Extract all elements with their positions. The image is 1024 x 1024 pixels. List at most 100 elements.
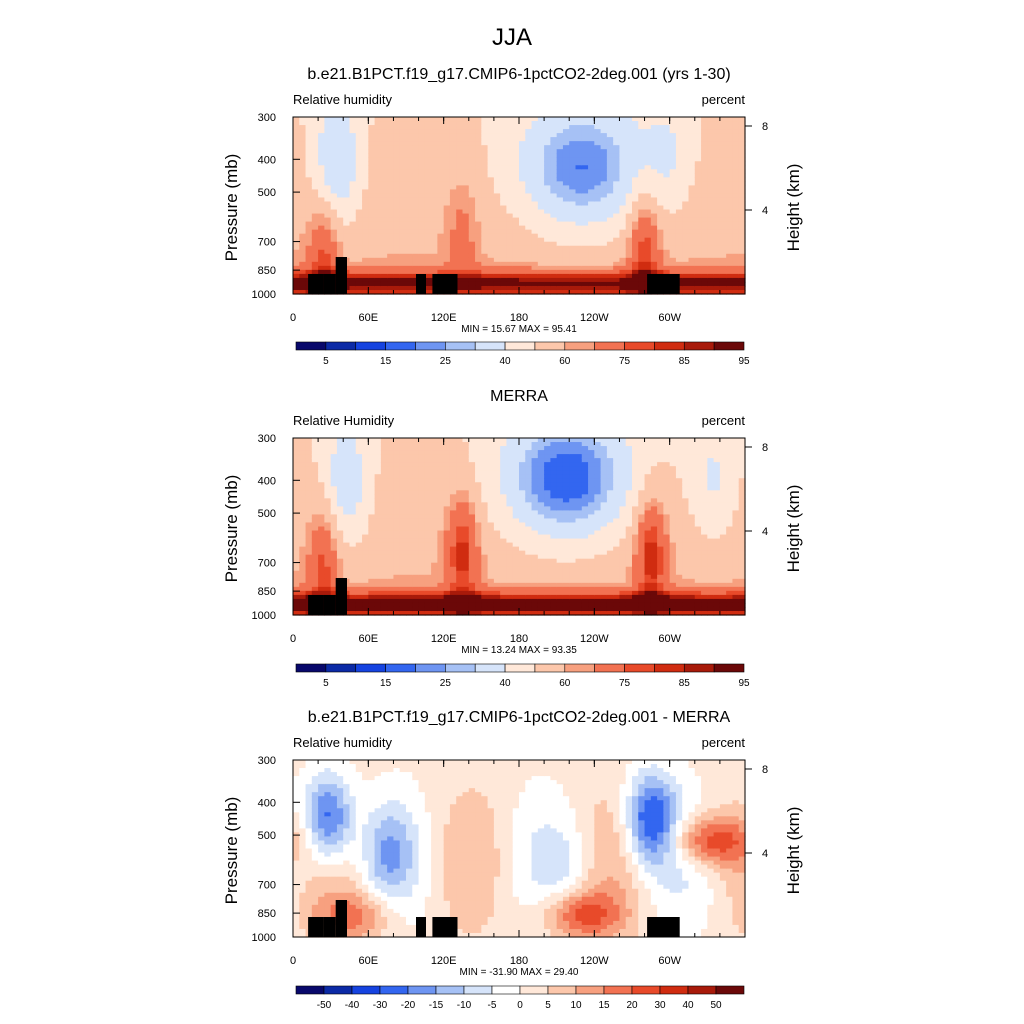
colorbar-swatch bbox=[355, 341, 386, 351]
y-axis-title: Pressure (mb) bbox=[222, 154, 241, 262]
colorbar-swatch bbox=[564, 341, 595, 351]
colorbar-swatch bbox=[547, 985, 577, 995]
y-tick-label: 1000 bbox=[252, 289, 276, 301]
x-tick-label: 180 bbox=[510, 633, 528, 645]
colorbar-swatch bbox=[407, 985, 437, 995]
colorbar-swatch bbox=[355, 663, 386, 673]
x-tick-label: 60E bbox=[359, 955, 379, 967]
chart-panel-2: MERRA Relative Humidity percent 0 60E 120E 180… bbox=[222, 388, 803, 689]
y-tick-label: 300 bbox=[258, 112, 276, 124]
x-tick-label: 120W bbox=[580, 312, 609, 324]
panel-right-label: percent bbox=[702, 413, 746, 428]
y-right-tick-label: 8 bbox=[762, 764, 768, 776]
y-tick-label: 1000 bbox=[252, 932, 276, 944]
x-tick-label: 120E bbox=[431, 955, 457, 967]
x-tick-label: 120W bbox=[580, 955, 609, 967]
colorbar-swatch bbox=[474, 341, 506, 351]
colorbar-swatch bbox=[659, 985, 689, 995]
colorbar-swatch bbox=[603, 985, 633, 995]
y-right-tick-label: 4 bbox=[762, 205, 768, 217]
colorbar-label: -40 bbox=[345, 1000, 360, 1011]
colorbar-swatch bbox=[564, 663, 595, 673]
colorbar-label: 40 bbox=[500, 678, 512, 689]
colorbar-swatch bbox=[713, 341, 745, 351]
x-tick-label: 0 bbox=[290, 955, 296, 967]
y-tick-label: 300 bbox=[258, 755, 276, 767]
colorbar-swatch bbox=[519, 985, 549, 995]
min-max-stats: MIN = 15.67 MAX = 95.41 bbox=[461, 324, 577, 335]
colorbar-label: 5 bbox=[545, 1000, 551, 1011]
y-right-axis-title: Height (km) bbox=[784, 807, 803, 895]
contour-field bbox=[293, 117, 746, 295]
colorbar-swatch bbox=[624, 341, 655, 351]
colorbar-swatch bbox=[504, 663, 536, 673]
x-tick-label: 60W bbox=[658, 312, 681, 324]
x-tick-label: 120E bbox=[431, 312, 457, 324]
x-tick-label: 180 bbox=[510, 955, 528, 967]
x-tick-label: 0 bbox=[290, 633, 296, 645]
min-max-stats: MIN = -31.90 MAX = 29.40 bbox=[460, 967, 579, 978]
colorbar-swatch bbox=[504, 341, 536, 351]
y-tick-label: 850 bbox=[258, 908, 276, 920]
topography-mask bbox=[308, 578, 347, 615]
y-tick-label: 1000 bbox=[252, 610, 276, 622]
colorbar-label: 25 bbox=[440, 356, 452, 367]
colorbar-swatch bbox=[379, 985, 409, 995]
colorbar-swatch bbox=[534, 663, 566, 673]
colorbar-label: 40 bbox=[682, 1000, 694, 1011]
colorbar-swatch bbox=[295, 985, 325, 995]
colorbar-swatch bbox=[351, 985, 381, 995]
colorbar-swatch bbox=[295, 663, 327, 673]
figure-title: JJA bbox=[492, 24, 532, 51]
colorbar-swatch bbox=[687, 985, 717, 995]
colorbar-swatch bbox=[385, 341, 416, 351]
colorbar-label: 75 bbox=[619, 678, 631, 689]
colorbar: 5 15 25 40 60 75 85 95 bbox=[295, 663, 750, 689]
y-tick-label: 700 bbox=[258, 880, 276, 892]
colorbar-swatch bbox=[575, 985, 605, 995]
x-tick-label: 60E bbox=[359, 633, 379, 645]
y-right-tick-label: 8 bbox=[762, 442, 768, 454]
colorbar-swatch bbox=[295, 341, 327, 351]
panel-left-label: Relative humidity bbox=[293, 735, 392, 750]
colorbar-swatch bbox=[683, 341, 715, 351]
colorbar-label: -50 bbox=[317, 1000, 332, 1011]
colorbar-label: -10 bbox=[457, 1000, 472, 1011]
colorbar-swatch bbox=[445, 663, 476, 673]
colorbar-label: -5 bbox=[488, 1000, 497, 1011]
colorbar-swatch bbox=[435, 985, 465, 995]
y-tick-label: 300 bbox=[258, 433, 276, 445]
colorbar-label: 5 bbox=[323, 356, 329, 367]
topography-mask bbox=[308, 900, 680, 937]
colorbar-label: 95 bbox=[738, 356, 750, 367]
x-tick-label: 120E bbox=[431, 633, 457, 645]
y-tick-label: 500 bbox=[258, 830, 276, 842]
panel-left-label: Relative Humidity bbox=[293, 413, 395, 428]
x-tick-label: 60W bbox=[658, 633, 681, 645]
y-right-tick-label: 8 bbox=[762, 121, 768, 133]
colorbar-label: 85 bbox=[679, 678, 691, 689]
colorbar-swatch bbox=[323, 985, 353, 995]
colorbar: 5 15 25 40 60 75 85 95 bbox=[295, 341, 750, 367]
colorbar-swatch bbox=[325, 663, 357, 673]
colorbar-label: 95 bbox=[738, 678, 750, 689]
x-tick-label: 120W bbox=[580, 633, 609, 645]
colorbar-swatch bbox=[415, 663, 446, 673]
colorbar-label: 75 bbox=[619, 356, 631, 367]
x-tick-label: 0 bbox=[290, 312, 296, 324]
colorbar-label: 20 bbox=[626, 1000, 638, 1011]
colorbar-label: 50 bbox=[710, 1000, 722, 1011]
colorbar-label: 25 bbox=[440, 678, 452, 689]
panel-title: b.e21.B1PCT.f19_g17.CMIP6-1pctCO2-2deg.0… bbox=[307, 66, 730, 83]
y-tick-label: 850 bbox=[258, 586, 276, 598]
colorbar-swatch bbox=[715, 985, 745, 995]
y-tick-label: 400 bbox=[258, 475, 276, 487]
colorbar-label: -15 bbox=[429, 1000, 444, 1011]
colorbar-swatch bbox=[415, 341, 446, 351]
colorbar-label: 30 bbox=[654, 1000, 666, 1011]
colorbar-swatch bbox=[654, 663, 685, 673]
y-tick-label: 400 bbox=[258, 797, 276, 809]
colorbar-label: 15 bbox=[380, 356, 392, 367]
colorbar-swatch bbox=[624, 663, 655, 673]
